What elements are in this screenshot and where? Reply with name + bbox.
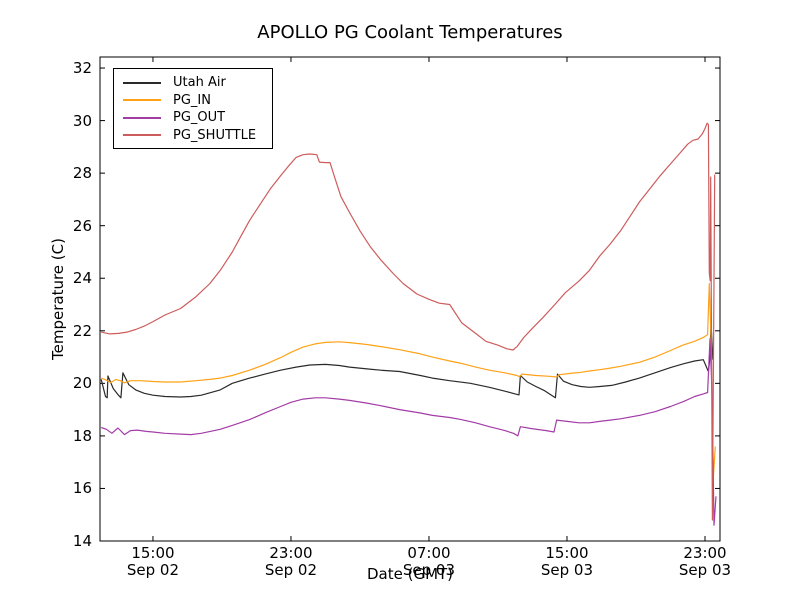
x-tick-time: 23:00: [269, 544, 313, 562]
legend-line-sample: [123, 99, 161, 102]
series-line-pg-shuttle: [101, 122, 716, 521]
y-tick-label: 30: [72, 111, 92, 130]
x-tick-label: 15:00 Sep 03: [522, 545, 612, 579]
series-line-pg-in: [100, 282, 716, 479]
legend-line-sample: [123, 116, 161, 119]
x-tick-time: 15:00: [545, 544, 589, 562]
y-axis-label: Temperature (C): [49, 238, 67, 360]
legend: Utah Air PG_IN PG_OUT PG_SHUTTLE: [113, 68, 273, 149]
x-tick-time: 23:00: [683, 544, 727, 562]
x-tick-date: Sep 02: [126, 561, 180, 579]
legend-item-pg-in: PG_IN: [114, 92, 272, 110]
y-tick-label: 24: [72, 269, 92, 288]
legend-label: PG_IN: [173, 92, 211, 108]
x-tick-label: 23:00 Sep 02: [246, 545, 336, 579]
legend-item-pg-shuttle: PG_SHUTTLE: [114, 127, 272, 145]
y-tick-label: 14: [72, 532, 92, 550]
legend-line-sample: [123, 134, 161, 137]
x-tick-time: 15:00: [131, 544, 175, 562]
chart-title: APOLLO PG Coolant Temperatures: [257, 22, 563, 43]
x-tick-date: Sep 03: [678, 561, 732, 579]
x-tick-label: 23:00 Sep 03: [660, 545, 750, 579]
x-tick-date: Sep 02: [264, 561, 318, 579]
y-tick-label: 16: [72, 479, 92, 498]
y-tick-label: 20: [72, 374, 92, 393]
x-tick-time: 07:00: [407, 544, 451, 562]
x-tick-date: Sep 03: [540, 561, 594, 579]
x-tick-date: Sep 03: [402, 561, 456, 579]
y-tick-label: 32: [72, 59, 92, 78]
x-tick-label: 07:00 Sep 03: [384, 545, 474, 579]
legend-label: Utah Air: [173, 75, 226, 91]
legend-item-pg-out: PG_OUT: [114, 109, 272, 127]
y-tick-label: 18: [72, 426, 92, 445]
y-tick-label: 26: [72, 216, 92, 235]
y-tick-label: 28: [72, 164, 92, 183]
series-line-utah-air: [100, 322, 714, 399]
legend-label: PG_OUT: [173, 110, 226, 126]
plot-frame: [99, 56, 721, 542]
x-axis-label: Date (GMT): [366, 565, 454, 583]
y-tick-label: 22: [72, 321, 92, 340]
legend-item-utah-air: Utah Air: [114, 74, 272, 92]
x-tick-label: 15:00 Sep 02: [108, 545, 198, 579]
legend-label: PG_SHUTTLE: [173, 127, 257, 143]
legend-line-sample: [123, 81, 161, 84]
series-line-pg-out: [101, 338, 717, 526]
